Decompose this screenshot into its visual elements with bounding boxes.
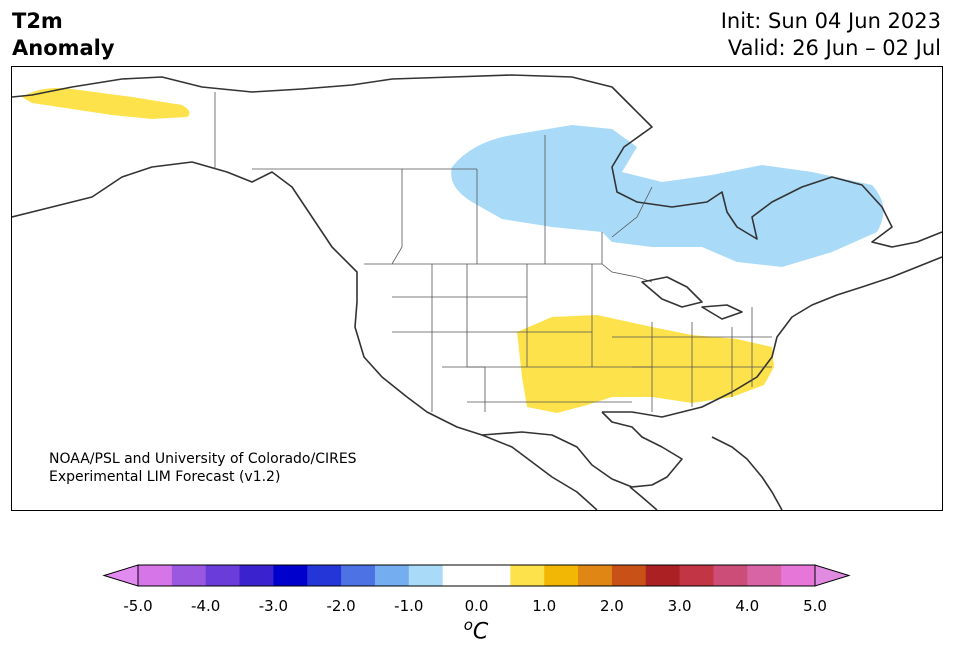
colorbar-unit: oC: [463, 616, 489, 645]
credit-line-1: NOAA/PSL and University of Colorado/CIRE…: [49, 451, 357, 467]
colorbar-swatch: [239, 565, 274, 586]
colorbar-swatch: [578, 565, 613, 586]
colorbar-tick-label: 5.0: [803, 597, 827, 615]
variable-label: T2m: [12, 9, 63, 33]
valid-range: Valid: 26 Jun – 02 Jul: [727, 36, 941, 60]
colorbar-tick-label: 0.0: [464, 597, 489, 615]
colorbar-tick-label: -4.0: [191, 597, 221, 615]
colorbar-swatch: [781, 565, 816, 586]
colorbar-tick-label: -3.0: [258, 597, 289, 615]
map-panel: NOAA/PSL and University of Colorado/CIRE…: [11, 66, 943, 511]
colorbar-swatch: [510, 565, 545, 586]
colorbar-swatch: [138, 565, 173, 586]
colorbar-under-arrow: [102, 564, 139, 587]
colorbar-swatch: [273, 565, 308, 586]
colorbar-tick-label: 1.0: [532, 597, 557, 615]
colorbar-over-arrow: [814, 564, 851, 587]
colorbar-tick-label: -1.0: [394, 597, 424, 615]
colorbar-swatch: [679, 565, 714, 586]
warm-anomaly-alaska: [22, 88, 190, 119]
colorbar-swatch: [713, 565, 748, 586]
field-type-label: Anomaly: [12, 36, 115, 60]
colorbar-swatch: [171, 565, 207, 586]
coastlines: [12, 74, 942, 510]
colorbar-swatch: [341, 565, 376, 586]
colorbar-swatch: [747, 565, 782, 586]
init-date: Init: Sun 04 Jun 2023: [720, 9, 941, 33]
colorbar-swatch: [205, 565, 241, 586]
colorbar-swatches: [102, 564, 851, 587]
credit-line-2: Experimental LIM Forecast (v1.2): [49, 469, 281, 485]
colorbar-tick-label: -2.0: [326, 597, 356, 615]
colorbar-tick-label: 2.0: [599, 597, 624, 615]
colorbar-tick-label: -5.0: [123, 597, 153, 615]
colorbar-tick-label: 4.0: [735, 597, 760, 615]
political-borders: [214, 92, 772, 412]
cold-anomaly-hudson: [451, 125, 884, 267]
north-america-map: [12, 74, 942, 510]
forecast-dates: Init: Sun 04 Jun 2023 Valid: 26 Jun – 02…: [721, 8, 941, 62]
colorbar-swatch: [645, 565, 681, 586]
colorbar: [0, 560, 953, 660]
colorbar-tick-label: 3.0: [667, 597, 692, 615]
colorbar-swatch: [408, 565, 444, 586]
colorbar-swatch: [374, 565, 410, 586]
warm-anomaly-central-us: [517, 315, 774, 413]
colorbar-swatch: [476, 565, 511, 586]
colorbar-swatch: [442, 565, 477, 586]
forecast-credit: NOAA/PSL and University of Colorado/CIRE…: [49, 450, 357, 486]
map-title: T2m Anomaly: [12, 8, 115, 62]
colorbar-swatch: [544, 565, 579, 586]
great-lakes: [641, 276, 743, 320]
colorbar-swatch: [307, 565, 342, 586]
colorbar-swatch: [611, 565, 647, 586]
colorbar-frame: [137, 564, 816, 587]
